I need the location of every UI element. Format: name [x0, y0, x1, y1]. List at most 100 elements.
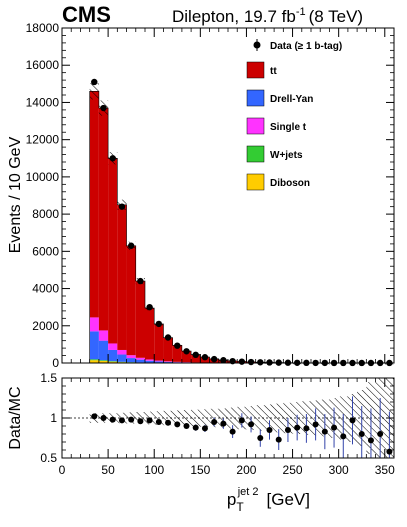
data-point-11	[192, 351, 199, 359]
legend-label-3: W+jets	[270, 150, 303, 161]
bar-tt-1	[98, 108, 109, 331]
bar-tt-6	[145, 308, 155, 360]
bar-single-t-2	[108, 343, 118, 350]
ratio-point-28	[349, 417, 356, 424]
bar-diboson-1	[98, 360, 109, 363]
data-point-12	[201, 354, 209, 361]
ratio-points	[91, 396, 393, 458]
bar-tt-0	[89, 91, 99, 318]
upper-ytick-label-4: 8000	[32, 207, 59, 221]
ratio-point-13	[211, 419, 218, 425]
ratio-band-bin-20	[274, 403, 284, 433]
ratio-point-1	[100, 415, 107, 421]
data-point-4	[127, 242, 135, 249]
lower-ytick-label-2: 1.5	[40, 371, 57, 385]
ratio-point-6	[146, 417, 153, 424]
ratio-point-19	[266, 427, 273, 433]
ratio-plot: 0.5 1 1.5 0 50 100 150 200 250 300 350 Data/MC pT…	[7, 371, 395, 514]
ratio-band-bin-10	[181, 410, 192, 426]
upper-band-bin-0	[89, 83, 99, 100]
bar-drell-yan-3	[117, 354, 127, 362]
bar-tt-4	[126, 245, 136, 356]
ratio-point-22	[294, 424, 301, 431]
ratio-band-bin-15	[228, 407, 238, 429]
data-point-0	[91, 78, 98, 86]
upper-ytick-label-8: 16000	[26, 58, 60, 72]
data-point-3	[118, 203, 126, 210]
ratio-point-20	[275, 436, 282, 443]
ratio-point-21	[284, 427, 291, 433]
ratio-point-10	[183, 423, 190, 429]
ratio-point-17	[248, 421, 255, 428]
legend-label-2: Single t	[270, 122, 307, 133]
bar-single-t-5	[135, 357, 145, 360]
ratio-point-9	[174, 421, 181, 428]
data-point-17	[247, 358, 255, 366]
ratio-point-24	[312, 421, 319, 428]
ratio-point-26	[331, 424, 338, 431]
lower-xtick-label-2: 100	[144, 463, 164, 477]
bar-w-jets-0	[89, 359, 99, 361]
ratio-point-12	[201, 425, 208, 432]
ratio-point-4	[128, 416, 135, 423]
bar-tt-2	[108, 158, 118, 344]
ratio-point-15	[229, 428, 236, 435]
upper-y-axis: 0 2000 4000 6000 8000 10000 12000 14000 16000 180…	[26, 21, 394, 370]
data-point-5	[137, 277, 144, 285]
ratio-point-5	[137, 418, 144, 425]
bar-diboson-2	[108, 361, 118, 363]
header-channel: Dilepton, 19.7 fb-1 (8 TeV)	[172, 6, 363, 26]
experiment-label: CMS	[62, 2, 111, 27]
data-point-10	[183, 348, 190, 355]
ratio-point-0	[91, 413, 98, 420]
ratio-point-23	[303, 425, 310, 432]
lower-ytick-label-1: 1	[50, 411, 57, 425]
ratio-band-bin-14	[218, 408, 228, 428]
main-plot: 0 2000 4000 6000 8000 10000 12000 14000 16000 180…	[7, 21, 395, 370]
lower-xtick-label-3: 150	[190, 463, 210, 477]
upper-ytick-label-6: 12000	[26, 133, 60, 147]
legend-label-0: tt	[270, 66, 277, 77]
bar-tt-3	[117, 204, 127, 350]
data-point-19	[266, 359, 273, 366]
ratio-band-bin-7	[154, 411, 164, 425]
upper-ytick-label-3: 6000	[32, 244, 59, 258]
lower-xtick-label-7: 350	[375, 463, 395, 477]
data-point-8	[164, 334, 172, 341]
bar-single-t-4	[126, 355, 136, 359]
bar-tt-8	[163, 337, 173, 362]
legend-label-1: Drell-Yan	[270, 94, 313, 105]
legend: Data (≥ 1 b-tag) tt Drell-Yan Single t W+je…	[246, 39, 342, 191]
data-point-14	[220, 357, 227, 364]
data-point-7	[155, 320, 163, 328]
bar-drell-yan-1	[98, 340, 109, 361]
upper-x-axis	[61, 28, 386, 363]
bar-drell-yan-2	[108, 349, 118, 362]
data-point-9	[174, 342, 181, 349]
lower-y-label: Data/MC	[7, 386, 24, 449]
ratio-band-bin-5	[135, 412, 145, 424]
lower-y-axis: 0.5 1 1.5	[40, 371, 394, 465]
data-point-2	[109, 155, 116, 162]
upper-ytick-label-5: 10000	[26, 170, 60, 184]
lower-xtick-label-6: 300	[329, 463, 349, 477]
ratio-point-2	[109, 416, 116, 423]
bar-drell-yan-6	[145, 360, 155, 363]
upper-ytick-label-7: 14000	[26, 95, 60, 109]
bar-single-t-7	[154, 360, 164, 362]
upper-ytick-label-2: 4000	[32, 282, 59, 296]
lower-xtick-label-5: 250	[283, 463, 303, 477]
bar-tt-5	[135, 281, 145, 358]
legend-swatch-3	[246, 145, 265, 163]
data-point-6	[146, 303, 153, 311]
bar-tt-7	[154, 323, 164, 361]
bar-drell-yan-5	[135, 359, 145, 363]
upper-ytick-label-9: 18000	[26, 21, 60, 35]
ratio-point-18	[257, 435, 264, 441]
upper-ytick-label-0: 0	[52, 356, 59, 370]
ratio-point-27	[340, 433, 347, 440]
lower-x-axis: 0 50 100 150 200 250 300 350	[59, 378, 395, 477]
ratio-point-3	[118, 417, 125, 424]
ratio-band-bin-12	[200, 409, 210, 427]
bar-single-t-0	[89, 317, 99, 332]
